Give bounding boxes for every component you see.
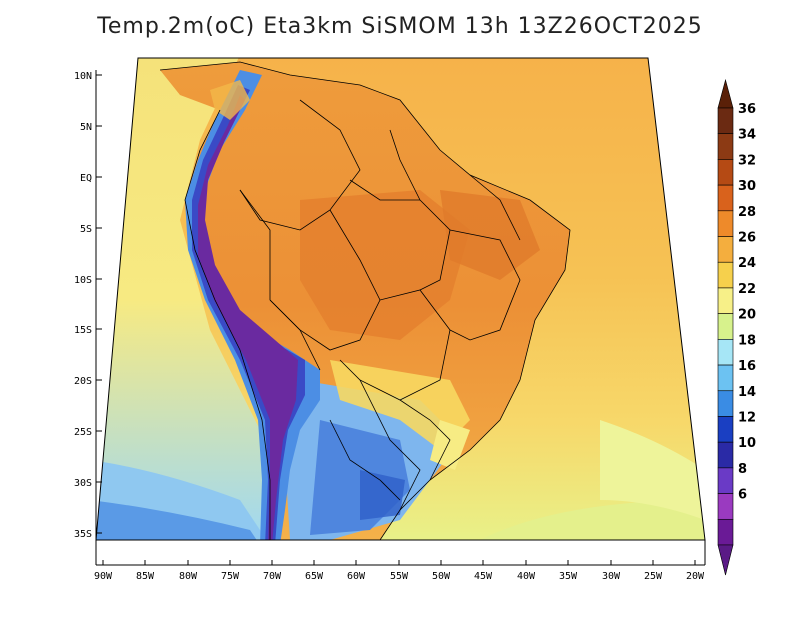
lon-label-65w: 65W bbox=[305, 571, 324, 582]
colorbar-label: 26 bbox=[738, 231, 756, 246]
country-borders bbox=[159, 61, 571, 540]
lon-label-60w: 60W bbox=[347, 571, 366, 582]
colorbar-label: 28 bbox=[738, 205, 756, 220]
colorbar-label: 8 bbox=[738, 462, 747, 477]
lon-label-20w: 20W bbox=[686, 571, 705, 582]
lat-label-10s: 10S bbox=[74, 275, 92, 286]
lon-label-90w: 90W bbox=[94, 571, 113, 582]
colorbar-swatch bbox=[717, 159, 734, 186]
colorbar-label: 30 bbox=[738, 179, 756, 194]
lat-label-25s: 25S bbox=[74, 427, 92, 438]
temperature-field bbox=[96, 58, 705, 540]
colorbar-label: 14 bbox=[738, 385, 756, 400]
latitude-axis: 10N 5N EQ 5S 10S 15S 20S 25S 30S 35S bbox=[74, 71, 102, 540]
colorbar-label: 16 bbox=[738, 359, 756, 374]
colorbar-label: 34 bbox=[738, 128, 756, 143]
colorbar-swatch bbox=[717, 236, 734, 263]
colorbar-top-arrow bbox=[717, 78, 734, 109]
colorbar-label: 32 bbox=[738, 153, 756, 168]
colorbar-swatch bbox=[717, 184, 734, 212]
colorbar-swatch bbox=[717, 467, 734, 494]
colorbar-label: 22 bbox=[738, 282, 756, 297]
lat-label-5n: 5N bbox=[80, 122, 92, 133]
colorbar-swatch bbox=[717, 441, 734, 469]
lon-label-85w: 85W bbox=[136, 571, 155, 582]
colorbar-label: 6 bbox=[738, 488, 747, 503]
lon-label-55w: 55W bbox=[390, 571, 409, 582]
colorbar-swatch bbox=[717, 210, 734, 237]
colorbar: 36 34 32 30 28 26 24 22 20 18 16 14 12 10 8 6 bbox=[717, 78, 756, 576]
colorbar-label: 18 bbox=[738, 333, 756, 348]
colorbar-label: 24 bbox=[738, 256, 756, 271]
lon-label-50w: 50W bbox=[432, 571, 451, 582]
lat-label-10n: 10N bbox=[74, 71, 92, 82]
colorbar-swatch bbox=[717, 364, 734, 392]
lon-label-70w: 70W bbox=[263, 571, 282, 582]
lon-label-40w: 40W bbox=[517, 571, 536, 582]
colorbar-swatch bbox=[717, 416, 734, 443]
colorbar-label: 20 bbox=[738, 308, 756, 323]
lon-label-35w: 35W bbox=[559, 571, 578, 582]
lat-label-eq: EQ bbox=[80, 173, 92, 184]
colorbar-swatch bbox=[717, 313, 734, 340]
lon-label-80w: 80W bbox=[179, 571, 198, 582]
map-title: Temp.2m(oC) Eta3km SiSMOM 13h 13Z26OCT20… bbox=[97, 14, 703, 39]
colorbar-bottom-arrow bbox=[717, 544, 734, 576]
lat-label-30s: 30S bbox=[74, 478, 92, 489]
lon-label-45w: 45W bbox=[474, 571, 493, 582]
colorbar-swatch bbox=[717, 107, 734, 135]
colorbar-label: 12 bbox=[738, 410, 756, 425]
lat-label-15s: 15S bbox=[74, 325, 92, 336]
lon-label-30w: 30W bbox=[602, 571, 621, 582]
lat-label-35s: 35S bbox=[74, 529, 92, 540]
colorbar-label: 36 bbox=[738, 102, 756, 117]
colorbar-swatch bbox=[717, 339, 734, 366]
colorbar-swatch bbox=[717, 133, 734, 160]
colorbar-swatch bbox=[717, 261, 734, 289]
colorbar-label: 10 bbox=[738, 436, 756, 451]
lat-label-5s: 5S bbox=[80, 224, 92, 235]
colorbar-swatch bbox=[717, 493, 734, 520]
lon-label-25w: 25W bbox=[644, 571, 663, 582]
lon-label-75w: 75W bbox=[221, 571, 240, 582]
lat-label-20s: 20S bbox=[74, 376, 92, 387]
longitude-axis: 90W 85W 80W 75W 70W 65W 60W 55W 50W 45W … bbox=[94, 560, 705, 582]
colorbar-swatch bbox=[717, 518, 734, 546]
colorbar-swatch bbox=[717, 287, 734, 314]
colorbar-swatch bbox=[717, 390, 734, 417]
